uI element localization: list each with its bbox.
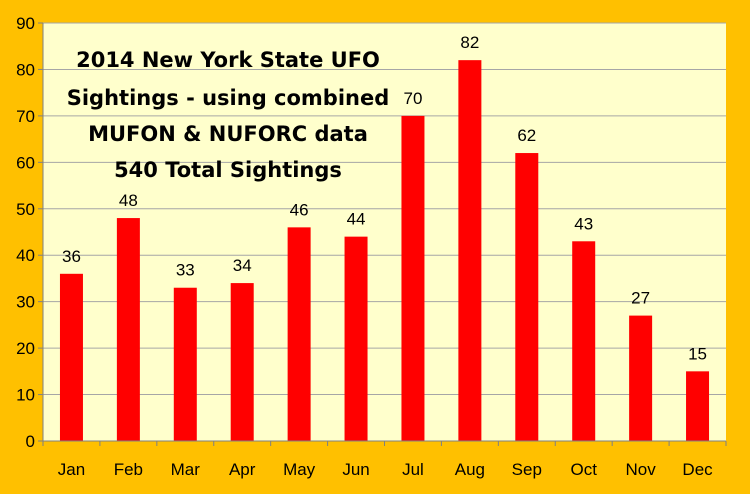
x-tick-label: Jul	[402, 460, 424, 479]
data-label: 27	[631, 289, 650, 308]
plot-area	[43, 23, 726, 441]
bar-mar	[173, 287, 197, 441]
data-label: 34	[233, 256, 252, 275]
bar-jul	[401, 115, 425, 441]
bar-oct	[572, 241, 596, 441]
data-label: 82	[460, 33, 479, 52]
y-tick-labels: 0 10 20 30 40 50 60 70 80 90	[16, 14, 35, 451]
data-label: 44	[347, 210, 366, 229]
bar-feb	[116, 218, 140, 441]
chart-title: 2014 New York State UFO Sightings - usin…	[67, 48, 390, 182]
title-line-3: MUFON & NUFORC data	[88, 122, 368, 146]
gridlines	[43, 22, 726, 396]
data-label: 70	[403, 89, 422, 108]
bar-jan	[59, 273, 83, 441]
y-tick-label: 40	[16, 246, 35, 265]
bar-nov	[629, 315, 653, 441]
x-tick-label: Mar	[171, 460, 201, 479]
title-line-2: Sightings - using combined	[67, 86, 390, 110]
bar-may	[287, 227, 311, 441]
y-tick-label: 60	[16, 153, 35, 172]
y-tick-label: 70	[16, 107, 35, 126]
x-tick-label: May	[283, 460, 316, 479]
data-label: 43	[574, 214, 593, 233]
x-tick-label: Sep	[512, 460, 542, 479]
bar-aug	[458, 60, 482, 442]
data-label: 62	[517, 126, 536, 145]
data-label: 33	[176, 261, 195, 280]
data-label: 46	[290, 200, 309, 219]
bar-dec	[686, 371, 710, 441]
bar-jun	[344, 236, 368, 441]
axes	[38, 22, 727, 446]
data-labels: 36 48 33 34 46 44 70 82 62 43 27 15	[62, 33, 707, 363]
bars	[59, 60, 710, 442]
x-tick-label: Aug	[455, 460, 485, 479]
y-tick-label: 80	[16, 60, 35, 79]
x-tick-label: Apr	[229, 460, 256, 479]
x-tick-labels: Jan Feb Mar Apr May Jun Jul Aug Sep Oct Nov Dec	[58, 460, 713, 479]
title-line-1: 2014 New York State UFO	[76, 48, 380, 72]
x-tick-label: Oct	[570, 460, 597, 479]
bar-sep	[515, 153, 539, 442]
bar-apr	[230, 283, 254, 441]
x-tick-label: Nov	[626, 460, 657, 479]
y-tick-label: 30	[16, 293, 35, 312]
data-label: 36	[62, 247, 81, 266]
x-tick-label: Jun	[342, 460, 369, 479]
y-tick-label: 0	[26, 432, 35, 451]
title-line-4: 540 Total Sightings	[114, 158, 342, 182]
x-tick-label: Dec	[682, 460, 713, 479]
y-tick-label: 50	[16, 200, 35, 219]
y-tick-label: 20	[16, 339, 35, 358]
data-label: 48	[119, 191, 138, 210]
x-tick-label: Jan	[58, 460, 85, 479]
y-tick-label: 90	[16, 14, 35, 33]
x-tick-label: Feb	[114, 460, 143, 479]
data-label: 15	[688, 344, 707, 363]
y-tick-label: 10	[16, 386, 35, 405]
